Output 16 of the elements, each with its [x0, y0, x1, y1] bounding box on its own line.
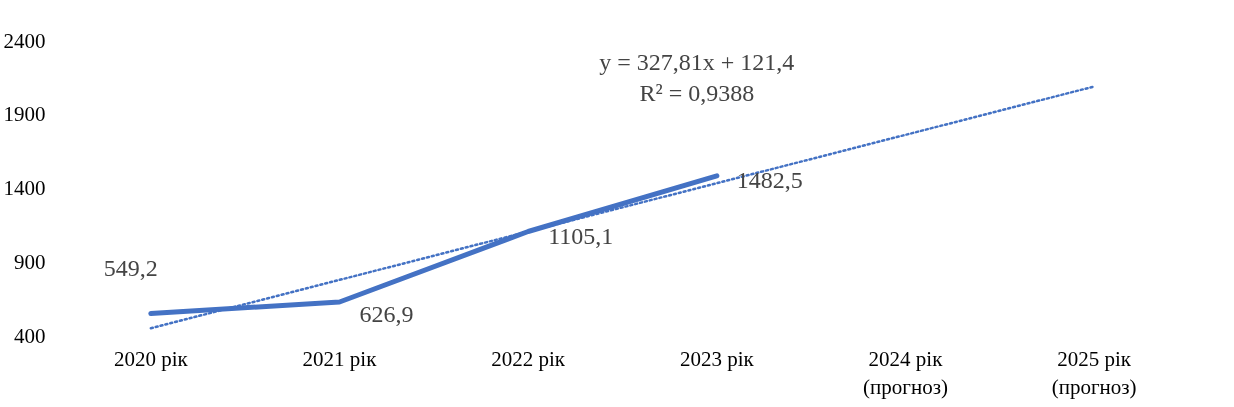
y-tick-label: 1400 [3, 176, 46, 200]
data-label: 626,9 [359, 300, 414, 327]
x-tick-label: 2021 рік [302, 346, 378, 371]
y-tick-label: 400 [14, 323, 46, 348]
y-tick-label: 900 [14, 249, 46, 274]
x-tick-label: 2023 рік [679, 346, 755, 371]
x-tick-label: 2025 рік (прогноз) [1051, 346, 1137, 400]
x-tick-label: 2020 рік [113, 346, 189, 371]
x-tick-label: 2022 рік [491, 346, 566, 371]
data-label: 1105,1 [548, 223, 614, 249]
y-tick-label: 2400 [3, 28, 46, 53]
annotation: y = 327,81x + 121,4 R² = 0,9388 [599, 48, 795, 106]
data-label: 1482,5 [736, 167, 803, 194]
data-label: 549,2 [103, 254, 158, 281]
x-tick-label: 2024 рік (прогноз) [863, 346, 948, 400]
y-tick-label: 1900 [3, 102, 46, 127]
